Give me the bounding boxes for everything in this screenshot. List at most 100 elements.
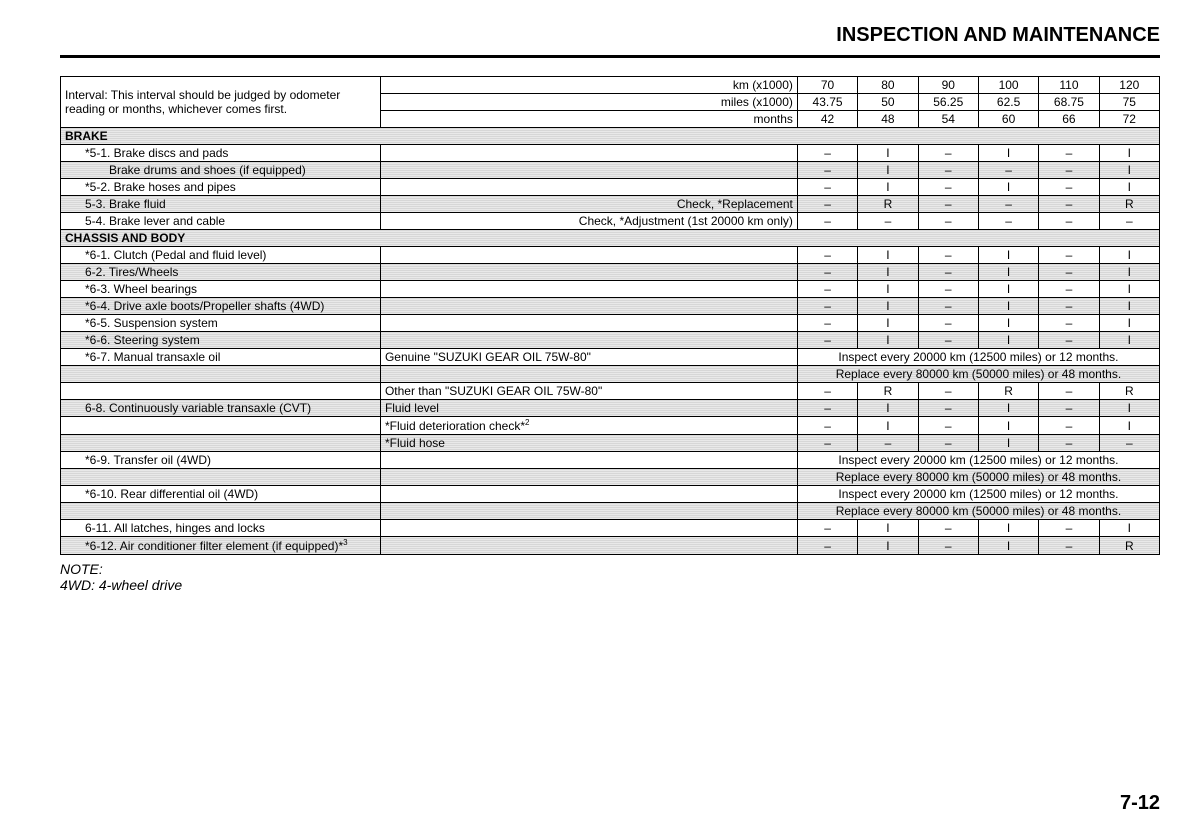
cell: I xyxy=(978,145,1038,162)
cell: – xyxy=(797,537,857,555)
cell: I xyxy=(978,520,1038,537)
cell: – xyxy=(1039,298,1099,315)
km-5: 120 xyxy=(1099,77,1159,94)
cell: – xyxy=(918,417,978,435)
cell: – xyxy=(797,417,857,435)
cell: – xyxy=(918,332,978,349)
km-1: 80 xyxy=(858,77,918,94)
row-53-desc: Check, *Replacement xyxy=(380,196,797,213)
cell: – xyxy=(918,196,978,213)
cell: – xyxy=(918,264,978,281)
cell: I xyxy=(858,247,918,264)
cell: I xyxy=(858,264,918,281)
cell: – xyxy=(1039,332,1099,349)
cell: I xyxy=(858,332,918,349)
cell: – xyxy=(918,179,978,196)
cell: – xyxy=(797,520,857,537)
km-2: 90 xyxy=(918,77,978,94)
mo-4: 66 xyxy=(1039,111,1099,128)
cell: R xyxy=(978,383,1038,400)
cell: I xyxy=(1099,179,1159,196)
cell: I xyxy=(978,435,1038,452)
row-612-label: *6-12. Air conditioner filter element (i… xyxy=(61,537,381,555)
cell: I xyxy=(978,247,1038,264)
cell: I xyxy=(978,400,1038,417)
cell: – xyxy=(797,281,857,298)
interval-note: Interval: This interval should be judged… xyxy=(61,77,381,128)
cell: I xyxy=(978,179,1038,196)
row-52-label: *5-2. Brake hoses and pipes xyxy=(61,179,381,196)
row-51b-label: Brake drums and shoes (if equipped) xyxy=(61,162,381,179)
cell: I xyxy=(1099,281,1159,298)
cell: – xyxy=(797,145,857,162)
cell: – xyxy=(797,435,857,452)
row-610-label: *6-10. Rear differential oil (4WD) xyxy=(61,486,381,503)
mi-1: 50 xyxy=(858,94,918,111)
cell: – xyxy=(797,179,857,196)
cell: – xyxy=(1039,247,1099,264)
cell: I xyxy=(858,537,918,555)
cell: – xyxy=(797,196,857,213)
cell: I xyxy=(1099,298,1159,315)
cell: I xyxy=(1099,417,1159,435)
cell: I xyxy=(858,281,918,298)
cell: – xyxy=(858,435,918,452)
cell: I xyxy=(1099,247,1159,264)
cell: – xyxy=(1039,435,1099,452)
cell: – xyxy=(1039,520,1099,537)
section-chassis: CHASSIS AND BODY xyxy=(61,230,1160,247)
cell: I xyxy=(858,520,918,537)
mo-3: 60 xyxy=(978,111,1038,128)
cell: – xyxy=(1039,281,1099,298)
cell: I xyxy=(1099,520,1159,537)
cell: I xyxy=(1099,315,1159,332)
cell: I xyxy=(858,400,918,417)
cell: – xyxy=(1039,264,1099,281)
cell: – xyxy=(918,537,978,555)
cell: I xyxy=(1099,145,1159,162)
cell: I xyxy=(858,315,918,332)
note-label: NOTE: xyxy=(60,561,1160,577)
row-69-span2: Replace every 80000 km (50000 miles) or … xyxy=(797,469,1159,486)
cell: I xyxy=(978,332,1038,349)
row-68-desc: Fluid level xyxy=(380,400,797,417)
mo-5: 72 xyxy=(1099,111,1159,128)
row-61-label: *6-1. Clutch (Pedal and fluid level) xyxy=(61,247,381,264)
cell: – xyxy=(797,162,857,179)
row-51-label: *5-1. Brake discs and pads xyxy=(61,145,381,162)
cell: – xyxy=(797,400,857,417)
cell: – xyxy=(1099,213,1159,230)
cell: – xyxy=(918,213,978,230)
cell: – xyxy=(1039,196,1099,213)
cell: – xyxy=(918,145,978,162)
mi-3: 62.5 xyxy=(978,94,1038,111)
cell: – xyxy=(1039,417,1099,435)
cell: I xyxy=(858,145,918,162)
cell: I xyxy=(858,179,918,196)
cell: – xyxy=(978,196,1038,213)
cell: I xyxy=(978,264,1038,281)
cell: – xyxy=(918,520,978,537)
section-brake: BRAKE xyxy=(61,128,1160,145)
row-69-label: *6-9. Transfer oil (4WD) xyxy=(61,452,381,469)
cell: – xyxy=(1039,179,1099,196)
row-610-span2: Replace every 80000 km (50000 miles) or … xyxy=(797,503,1159,520)
page-number: 7-12 xyxy=(1120,792,1160,815)
row-54-desc: Check, *Adjustment (1st 20000 km only) xyxy=(380,213,797,230)
hdr-miles-label: miles (x1000) xyxy=(380,94,797,111)
mo-1: 48 xyxy=(858,111,918,128)
cell: R xyxy=(1099,537,1159,555)
row-53-label: 5-3. Brake fluid xyxy=(61,196,381,213)
row-69-span1: Inspect every 20000 km (12500 miles) or … xyxy=(797,452,1159,469)
cell: R xyxy=(858,196,918,213)
cell: – xyxy=(797,383,857,400)
mi-0: 43.75 xyxy=(797,94,857,111)
km-3: 100 xyxy=(978,77,1038,94)
row-62-label: 6-2. Tires/Wheels xyxy=(61,264,381,281)
mi-2: 56.25 xyxy=(918,94,978,111)
cell: – xyxy=(797,298,857,315)
row-63-label: *6-3. Wheel bearings xyxy=(61,281,381,298)
cell: I xyxy=(858,162,918,179)
row-67b-desc: Other than "SUZUKI GEAR OIL 75W-80" xyxy=(380,383,797,400)
mi-4: 68.75 xyxy=(1039,94,1099,111)
